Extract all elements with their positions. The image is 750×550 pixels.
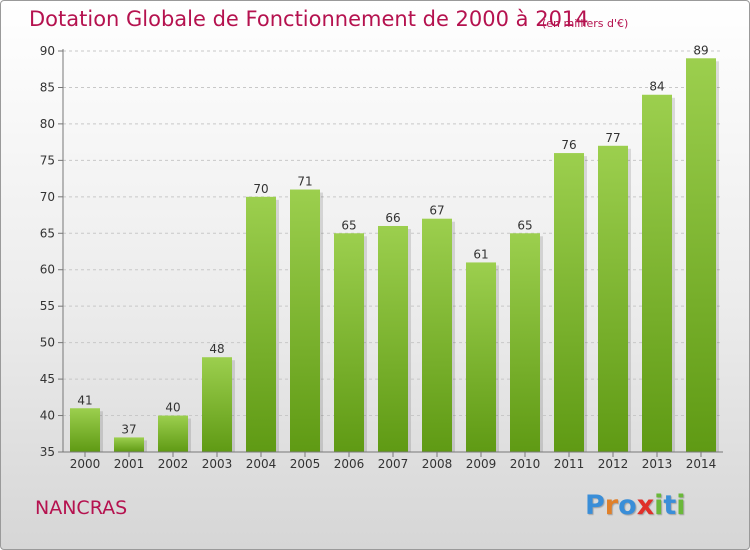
y-tick-label: 85: [40, 80, 55, 94]
x-tick-label: 2013: [642, 457, 673, 471]
y-tick-label: 65: [40, 226, 55, 240]
data-label: 76: [561, 138, 576, 152]
logo-letter: i: [654, 490, 664, 521]
data-label: 61: [473, 247, 488, 261]
bar: [686, 58, 716, 453]
x-tick-label: 2006: [334, 457, 365, 471]
bar: [334, 233, 364, 452]
y-tick-label: 75: [40, 153, 55, 167]
data-label: 41: [77, 393, 92, 407]
x-tick-label: 2014: [686, 457, 717, 471]
bar: [378, 225, 408, 452]
x-tick-label: 2008: [422, 457, 453, 471]
place-name: NANCRAS: [35, 497, 128, 519]
bar: [158, 415, 188, 452]
bar: [246, 196, 276, 452]
x-tick-label: 2003: [202, 457, 233, 471]
y-tick-label: 55: [40, 299, 55, 313]
x-tick-label: 2012: [598, 457, 629, 471]
bar: [70, 408, 100, 452]
proxiti-logo[interactable]: Proxiti: [585, 490, 686, 521]
data-label: 48: [209, 342, 224, 356]
bar: [290, 189, 320, 452]
data-label: 37: [121, 422, 136, 436]
y-tick-label: 35: [40, 445, 55, 459]
bar: [422, 218, 452, 452]
x-tick-label: 2000: [70, 457, 101, 471]
logo-letter: t: [663, 490, 677, 521]
y-tick-label: 80: [40, 117, 55, 131]
logo-letter: r: [604, 490, 619, 521]
data-label: 65: [517, 218, 532, 232]
x-tick-label: 2004: [246, 457, 277, 471]
y-tick-label: 50: [40, 336, 55, 350]
data-label: 77: [605, 131, 620, 145]
x-tick-label: 2002: [158, 457, 189, 471]
y-tick-label: 90: [40, 44, 55, 58]
bar: [202, 357, 232, 452]
data-label: 71: [297, 175, 312, 189]
bar: [554, 153, 584, 452]
x-tick-label: 2007: [378, 457, 409, 471]
x-tick-label: 2010: [510, 457, 541, 471]
y-tick-label: 45: [40, 372, 55, 386]
bar: [510, 233, 540, 452]
logo-letter: o: [618, 490, 637, 521]
x-tick-label: 2001: [114, 457, 145, 471]
y-tick-label: 70: [40, 190, 55, 204]
data-label: 65: [341, 218, 356, 232]
data-label: 67: [429, 204, 444, 218]
y-tick-label: 40: [40, 409, 55, 423]
logo-letter: i: [676, 490, 686, 521]
logo-letter: x: [636, 490, 655, 521]
chart-title: Dotation Globale de Fonctionnement de 20…: [29, 7, 589, 31]
y-tick-label: 60: [40, 263, 55, 277]
x-tick-label: 2005: [290, 457, 321, 471]
bar: [114, 437, 144, 452]
data-label: 84: [649, 80, 664, 94]
data-label: 89: [693, 43, 708, 57]
data-label: 40: [165, 401, 180, 415]
x-tick-label: 2011: [554, 457, 585, 471]
bar: [466, 262, 496, 452]
logo-letter: P: [585, 490, 605, 521]
x-tick-label: 2009: [466, 457, 497, 471]
chart-subtitle: (en milliers d'€): [542, 17, 629, 30]
data-label: 66: [385, 211, 400, 225]
bar: [642, 94, 672, 452]
bar: [598, 145, 628, 453]
data-label: 70: [253, 182, 268, 196]
